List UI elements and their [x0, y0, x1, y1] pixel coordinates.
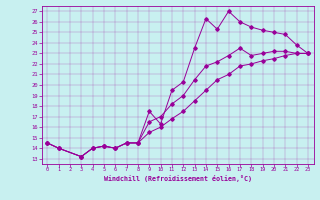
- X-axis label: Windchill (Refroidissement éolien,°C): Windchill (Refroidissement éolien,°C): [104, 175, 252, 182]
